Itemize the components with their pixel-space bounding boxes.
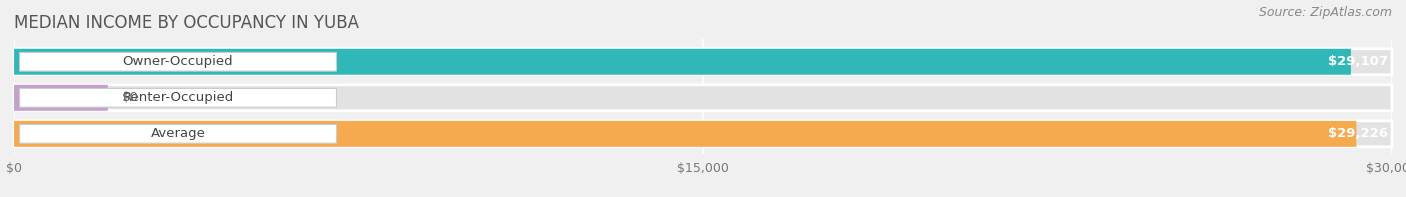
FancyBboxPatch shape (20, 125, 336, 143)
Text: $0: $0 (121, 91, 138, 104)
Text: Source: ZipAtlas.com: Source: ZipAtlas.com (1258, 6, 1392, 19)
Text: Owner-Occupied: Owner-Occupied (122, 55, 233, 68)
Text: $29,107: $29,107 (1327, 55, 1388, 68)
FancyBboxPatch shape (14, 85, 1392, 111)
FancyBboxPatch shape (14, 49, 1392, 75)
FancyBboxPatch shape (20, 52, 336, 71)
FancyBboxPatch shape (14, 49, 1351, 75)
Text: $29,226: $29,226 (1327, 127, 1388, 140)
Text: Renter-Occupied: Renter-Occupied (122, 91, 233, 104)
FancyBboxPatch shape (20, 88, 336, 107)
FancyBboxPatch shape (14, 85, 108, 111)
Text: Average: Average (150, 127, 205, 140)
Text: MEDIAN INCOME BY OCCUPANCY IN YUBA: MEDIAN INCOME BY OCCUPANCY IN YUBA (14, 14, 359, 32)
FancyBboxPatch shape (14, 121, 1392, 147)
FancyBboxPatch shape (14, 121, 1357, 147)
